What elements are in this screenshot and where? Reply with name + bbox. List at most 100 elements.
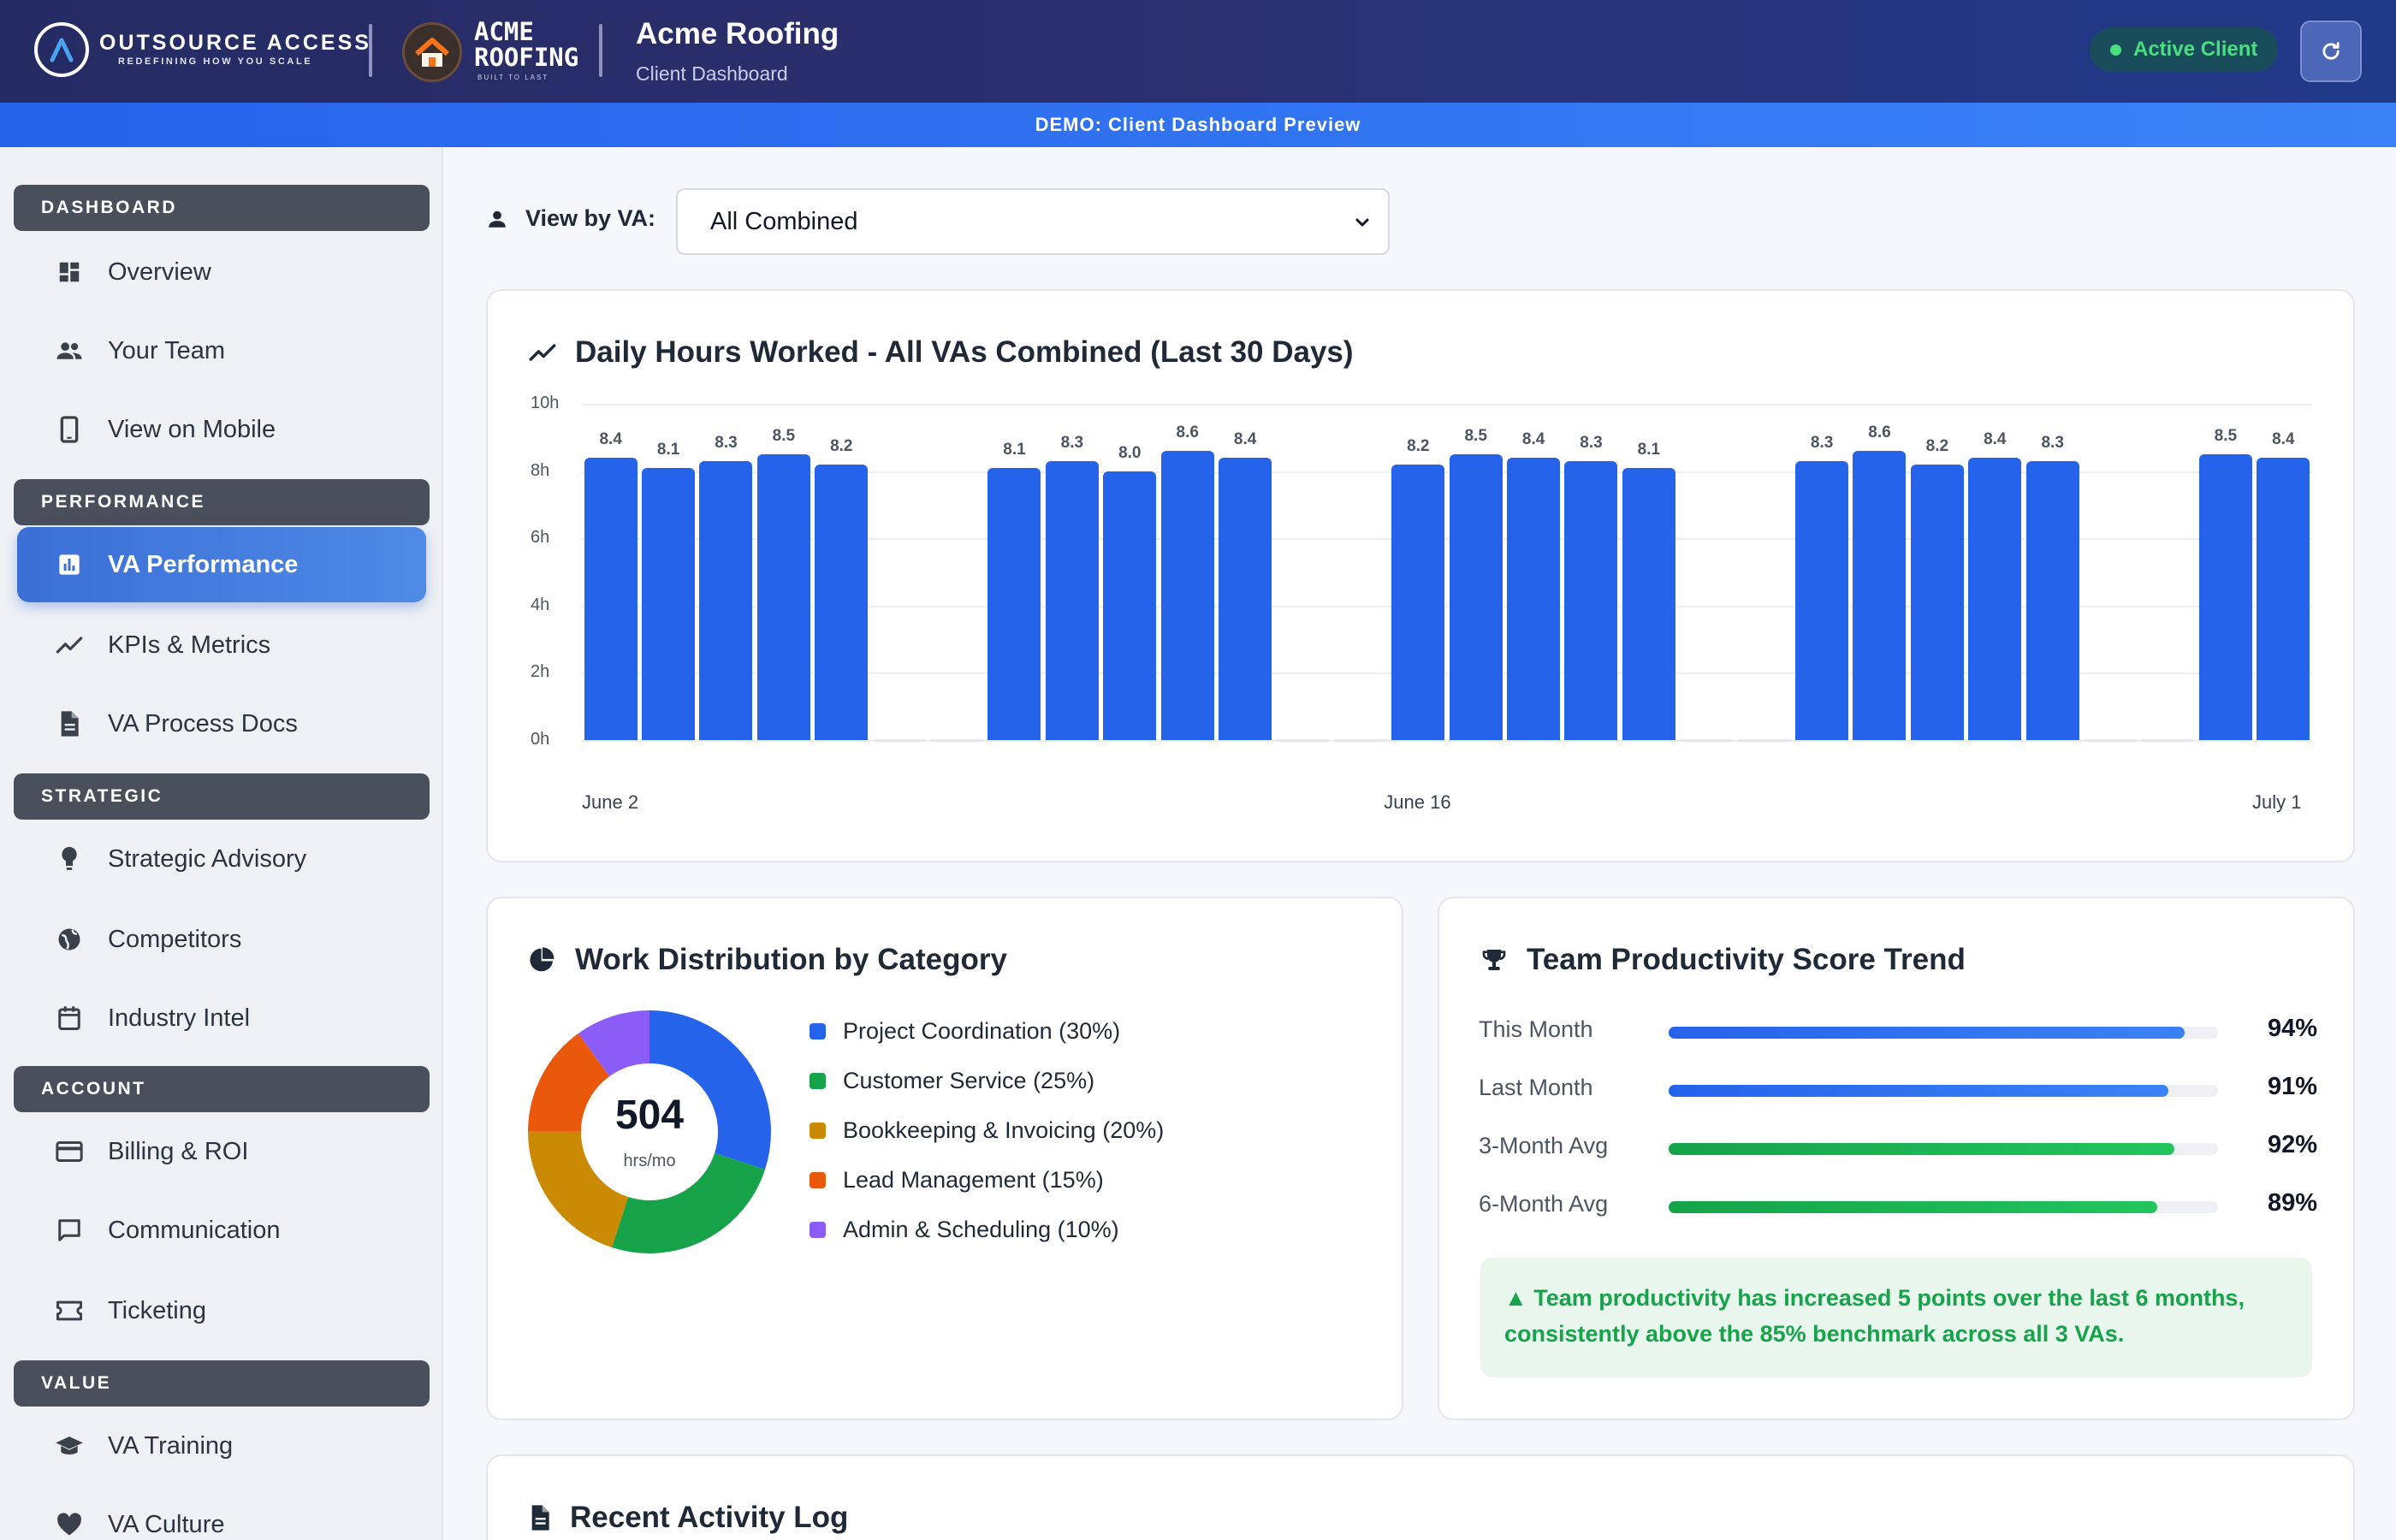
productivity-fill [1669, 1201, 2158, 1213]
recent-activity-card [486, 1454, 2355, 1540]
productivity-value: 92% [2267, 1131, 2317, 1158]
sidebar-item-strategic-advisory[interactable]: Strategic Advisory [17, 821, 426, 897]
ticket-icon [55, 1296, 84, 1325]
legend-item: Lead Management (15%) [810, 1167, 1104, 1194]
y-tick-label: 10h [531, 394, 560, 412]
bar-value-label: 8.3 [1580, 433, 1603, 452]
sidebar-item-ticketing[interactable]: Ticketing [17, 1273, 426, 1348]
bar-value-label: 8.5 [2214, 426, 2238, 445]
sidebar-item-label: Competitors [108, 925, 242, 953]
client-subtitle: Client Dashboard [636, 62, 788, 85]
section-account: ACCOUNT [14, 1066, 430, 1112]
bar-empty [1737, 739, 1791, 742]
bar-value-label: 8.3 [1810, 433, 1834, 452]
document-icon [55, 709, 84, 738]
heart-icon [55, 1510, 84, 1539]
bar [1795, 460, 1849, 740]
sidebar-item-label: KPIs & Metrics [108, 631, 271, 659]
bar [2257, 457, 2310, 740]
header-divider [599, 24, 602, 77]
sidebar-item-industry-intel[interactable]: Industry Intel [17, 980, 426, 1056]
chevron-down-icon [1355, 218, 1369, 227]
productivity-row: 6-Month Avg 89% [1479, 1188, 2317, 1222]
status-badge: Active Client [2090, 27, 2279, 72]
trend-icon [55, 631, 84, 660]
legend-label: Admin & Scheduling (10%) [843, 1217, 1119, 1242]
acme-logo-line1: ACME [474, 17, 534, 46]
refresh-button[interactable] [2300, 21, 2362, 82]
bar-value-label: 8.3 [1060, 433, 1084, 452]
sidebar-item-va-culture[interactable]: VA Culture [17, 1487, 426, 1540]
x-tick-label: June 2 [582, 791, 639, 813]
bar-value-label: 8.6 [1868, 424, 1891, 442]
y-tick-label: 0h [531, 730, 550, 749]
bar-value-label: 8.3 [715, 433, 738, 452]
recent-activity-title: Recent Activity Log [570, 1501, 849, 1534]
bar-value-label: 8.4 [1233, 429, 1257, 448]
sidebar-item-billing-roi[interactable]: Billing & ROI [17, 1114, 426, 1189]
bar-empty [2141, 739, 2195, 742]
bar-empty [872, 739, 926, 742]
bar-empty [1333, 739, 1387, 742]
bar-empty [1276, 739, 1330, 742]
sidebar-item-communication[interactable]: Communication [17, 1193, 426, 1268]
productivity-row: This Month 94% [1479, 1013, 2317, 1047]
sidebar-item-label: Industry Intel [108, 1004, 251, 1032]
sidebar-item-va-process-docs[interactable]: VA Process Docs [17, 686, 426, 761]
legend-item: Bookkeeping & Invoicing (20%) [810, 1117, 1164, 1144]
bar-value-label: 8.0 [1118, 443, 1142, 462]
bar-value-label: 8.6 [1176, 424, 1199, 442]
section-strategic: STRATEGIC [14, 773, 430, 820]
sidebar-item-your-team[interactable]: Your Team [17, 313, 426, 388]
sidebar-item-label: Strategic Advisory [108, 844, 307, 873]
legend-swatch [810, 1023, 826, 1040]
y-tick-label: 6h [531, 528, 550, 548]
legend-swatch [810, 1122, 826, 1139]
legend-label: Project Coordination (30%) [843, 1018, 1121, 1044]
gridline [582, 605, 2312, 607]
sidebar-item-label: Billing & ROI [108, 1137, 249, 1165]
bar [2025, 460, 2079, 740]
mobile-icon [55, 415, 84, 444]
sidebar-item-competitors[interactable]: Competitors [17, 902, 426, 977]
va-filter-label-group: View by VA: [486, 205, 655, 232]
bar-value-label: 8.3 [2041, 433, 2064, 452]
document-icon [531, 1505, 549, 1531]
sidebar-item-overview[interactable]: Overview [17, 234, 426, 310]
sidebar-item-label: VA Training [108, 1431, 234, 1460]
dashboard-icon [55, 258, 84, 287]
demo-banner: DEMO: Client Dashboard Preview [0, 103, 2396, 147]
acme-house-logo [402, 22, 462, 82]
bar-value-label: 8.2 [1925, 436, 1949, 455]
trend-icon [529, 344, 556, 361]
section-performance: PERFORMANCE [14, 479, 430, 525]
header-divider [369, 24, 372, 77]
productivity-label: 3-Month Avg [1479, 1133, 1609, 1158]
app-header: OUTSOURCE ACCESS REDEFINING HOW YOU SCAL… [0, 0, 2396, 103]
bar [1160, 451, 1214, 740]
sidebar-item-kpis-metrics[interactable]: KPIs & Metrics [17, 607, 426, 683]
va-select-value: All Combined [710, 207, 858, 235]
sidebar-item-label: VA Culture [108, 1510, 225, 1538]
donut-slice [528, 1010, 771, 1253]
donut-slice [528, 1010, 771, 1253]
bar-value-label: 8.2 [830, 436, 853, 455]
donut-slice [528, 1010, 771, 1253]
bar [1391, 464, 1445, 740]
bar-value-label: 8.5 [772, 426, 796, 445]
daily-hours-title-group: Daily Hours Worked - All VAs Combined (L… [529, 335, 1354, 370]
outsource-access-logo [34, 22, 89, 77]
sidebar-item-va-training[interactable]: VA Training [17, 1408, 426, 1484]
gridline [582, 538, 2312, 541]
productivity-track [1669, 1201, 2218, 1213]
client-name: Acme Roofing [636, 17, 839, 50]
donut-center-value: 504 [614, 1093, 685, 1138]
sidebar-item-view-on-mobile[interactable]: View on Mobile [17, 392, 426, 467]
productivity-insight: ▲ Team productivity has increased 5 poin… [1480, 1258, 2312, 1377]
sidebar-item-va-performance[interactable]: VA Performance [17, 527, 426, 602]
status-dot-icon [2110, 44, 2121, 56]
gridline [582, 404, 2312, 406]
x-tick-label: June 16 [1384, 791, 1451, 813]
va-select-dropdown[interactable]: All Combined [676, 188, 1390, 255]
legend-item: Admin & Scheduling (10%) [810, 1217, 1119, 1243]
